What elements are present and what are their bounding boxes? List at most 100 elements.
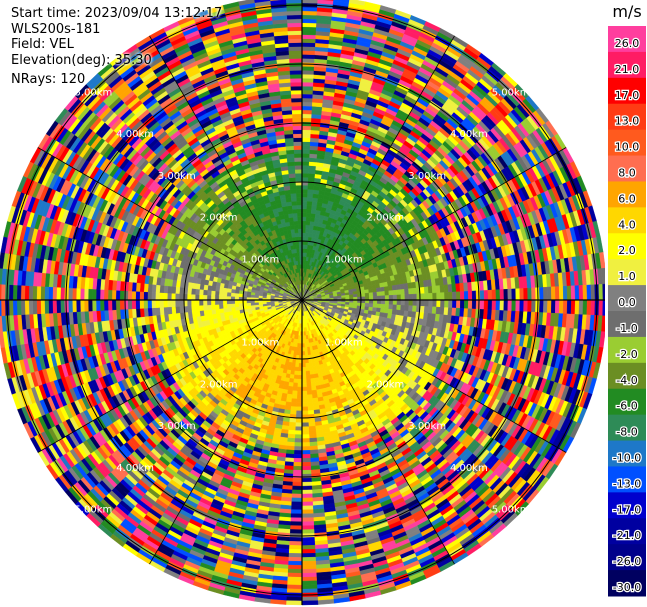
velocity-cell (310, 377, 316, 383)
velocity-cell (586, 284, 592, 301)
velocity-cell (408, 299, 414, 307)
velocity-cell (290, 505, 303, 511)
velocity-cell (308, 425, 316, 431)
velocity-cell (308, 366, 314, 372)
velocity-cell (341, 295, 346, 299)
velocity-cell (539, 287, 544, 301)
velocity-cell (301, 93, 314, 99)
velocity-cell (308, 161, 317, 167)
velocity-cell (456, 291, 461, 301)
velocity-cell (372, 291, 378, 297)
velocity-cell (287, 576, 303, 582)
velocity-cell (333, 0, 350, 3)
velocity-cell (306, 382, 312, 388)
velocity-cell (305, 224, 311, 230)
velocity-cell (515, 288, 521, 301)
velocity-cell (292, 481, 303, 487)
velocity-cell (301, 204, 308, 210)
velocity-cell (412, 287, 417, 295)
velocity-cell (392, 289, 398, 296)
velocity-cell (507, 288, 513, 301)
velocity-cell (523, 287, 529, 301)
velocity-cell (307, 188, 314, 194)
velocity-cell (306, 204, 313, 210)
velocity-cell (566, 299, 572, 315)
velocity-cell (384, 299, 390, 305)
velocity-cell (419, 286, 425, 295)
velocity-cell (307, 402, 314, 408)
velocity-cell (301, 58, 315, 63)
velocity-cell (306, 386, 312, 392)
velocity-cell (286, 588, 303, 594)
velocity-cell (286, 580, 303, 586)
velocity-cell (427, 306, 433, 314)
velocity-cell (293, 378, 299, 384)
velocity-cell (301, 544, 316, 550)
velocity-cell (306, 200, 313, 206)
velocity-cell (412, 305, 417, 313)
velocity-cell (550, 299, 556, 314)
velocity-cell (301, 548, 316, 554)
velocity-cell (307, 177, 316, 183)
velocity-cell (495, 289, 501, 301)
velocity-cell (467, 290, 473, 301)
velocity-cell (301, 216, 307, 222)
velocity-cell (408, 305, 414, 312)
velocity-cell (295, 418, 303, 424)
velocity-cell (301, 426, 310, 431)
velocity-cell (345, 294, 350, 298)
velocity-cell (285, 600, 303, 606)
velocity-cell (290, 509, 303, 515)
velocity-cell (301, 133, 311, 139)
velocity-cell (288, 548, 303, 554)
velocity-cell (503, 288, 509, 301)
velocity-cell (294, 430, 303, 435)
velocity-cell (444, 299, 449, 308)
velocity-cell (578, 285, 584, 301)
velocity-cell (288, 541, 303, 546)
velocity-cell (574, 285, 580, 301)
velocity-cell (291, 489, 303, 495)
velocity-cell (296, 390, 303, 396)
velocity-cell (539, 299, 544, 313)
velocity-cell (380, 295, 386, 301)
velocity-cell (531, 299, 536, 313)
velocity-cell (301, 161, 310, 166)
velocity-cell (301, 529, 315, 534)
velocity-cell (301, 588, 318, 594)
velocity-cell (301, 192, 308, 198)
velocity-cell (566, 285, 572, 301)
velocity-cell (487, 299, 493, 311)
velocity-cell (423, 306, 429, 314)
velocity-cell (582, 284, 588, 301)
velocity-cell (304, 343, 308, 348)
velocity-cell (301, 525, 315, 530)
velocity-cell (364, 303, 370, 308)
velocity-cell (448, 299, 453, 309)
velocity-cell (376, 291, 382, 297)
velocity-cell (293, 457, 303, 463)
velocity-cell (388, 294, 394, 301)
velocity-cell (570, 299, 576, 315)
velocity-cell (288, 556, 303, 562)
velocity-cell (419, 305, 425, 314)
velocity-cell (291, 394, 298, 400)
velocity-cell (301, 141, 311, 146)
velocity-cell (379, 308, 385, 314)
velocity-cell (491, 289, 497, 301)
velocity-cell (306, 212, 312, 218)
velocity-cell (562, 285, 568, 301)
velocity-cell (288, 421, 296, 427)
velocity-cell (368, 288, 374, 294)
velocity-cell (424, 293, 430, 301)
velocity-cell (301, 169, 310, 174)
velocity-cell (292, 477, 303, 483)
velocity-cell (301, 450, 311, 455)
velocity-cell (301, 212, 307, 218)
velocity-cell (301, 454, 311, 459)
velocity-cell (307, 185, 315, 190)
velocity-cell (543, 299, 548, 314)
velocity-cell (531, 287, 536, 301)
velocity-cell (301, 208, 308, 214)
velocity-cell (408, 288, 414, 295)
